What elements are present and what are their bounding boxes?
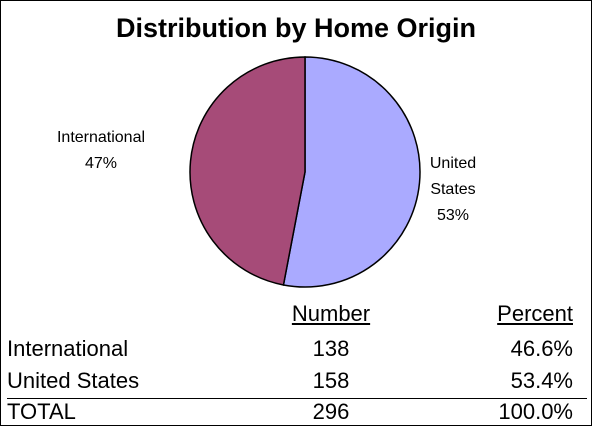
slice-label: International 47%: [41, 125, 161, 177]
pie-slice: [282, 56, 421, 288]
cell: 296: [312, 399, 350, 424]
column-header: Percent: [497, 301, 573, 326]
row-label: TOTAL: [7, 399, 76, 424]
slice-value: 53%: [436, 207, 470, 224]
cell: 53.4%: [510, 368, 573, 393]
cell: 100.0%: [498, 399, 573, 424]
cell: 158: [312, 368, 350, 393]
pie: [189, 56, 421, 288]
slice-label: United States 53%: [423, 151, 483, 229]
column-header: Number: [291, 301, 371, 326]
total-rule: [7, 398, 587, 399]
row-label: International: [7, 336, 129, 361]
cell: 46.6%: [510, 336, 573, 361]
cell: 138: [312, 336, 350, 361]
row-label: United States: [7, 368, 140, 393]
slice-name: International: [56, 129, 146, 146]
slice-name: United States: [429, 155, 477, 198]
chart-title: Distribution by Home Origin: [115, 13, 476, 43]
slice-value: 47%: [84, 155, 118, 172]
pie-slice: [189, 56, 306, 286]
